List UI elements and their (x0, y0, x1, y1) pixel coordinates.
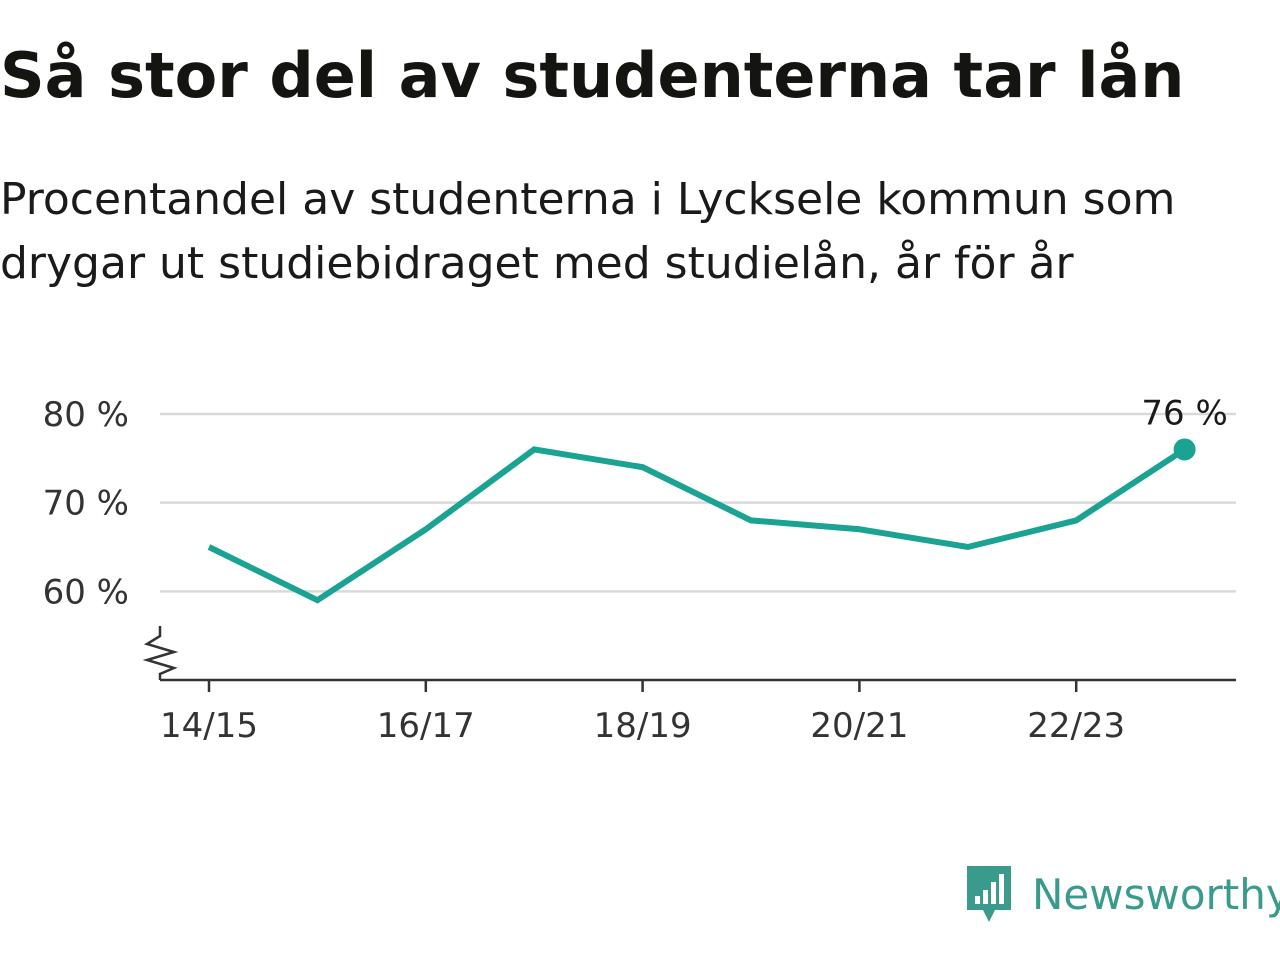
x-tick-label: 16/17 (377, 706, 475, 746)
x-tick-labels: 14/15 16/17 18/19 20/21 22/23 (160, 706, 1125, 746)
end-point-marker (1173, 438, 1196, 461)
y-axis: 60 % 70 % 80 % (43, 395, 129, 612)
brand-logo: Newsworthy (964, 864, 1280, 926)
x-tick-label: 18/19 (594, 706, 692, 746)
end-label-group: 76 % (1141, 393, 1227, 433)
newsworthy-logo-icon (967, 866, 1011, 922)
line-chart: 60 % 70 % 80 % 14/15 16/17 18/19 20/21 22/23 7… (43, 393, 1236, 746)
gridlines (160, 412, 1236, 593)
y-tick-label: 60 % (43, 572, 129, 612)
x-tick-label: 22/23 (1027, 706, 1125, 746)
x-tick-label: 20/21 (810, 706, 908, 746)
x-axis (142, 626, 1236, 692)
x-tick-label: 14/15 (160, 706, 258, 746)
y-axis-break-icon (142, 626, 179, 680)
brand-name: Newsworthy (1032, 870, 1280, 919)
series-group (207, 438, 1196, 604)
end-value-label: 76 % (1141, 393, 1227, 433)
y-tick-label: 70 % (43, 484, 129, 524)
chart-subtitle: Procentandel av studenterna i Lycksele k… (0, 174, 1176, 289)
chart-title: Så stor del av studenterna tar lån (0, 39, 1185, 112)
series-line (207, 446, 1187, 604)
y-tick-label: 80 % (43, 395, 129, 435)
